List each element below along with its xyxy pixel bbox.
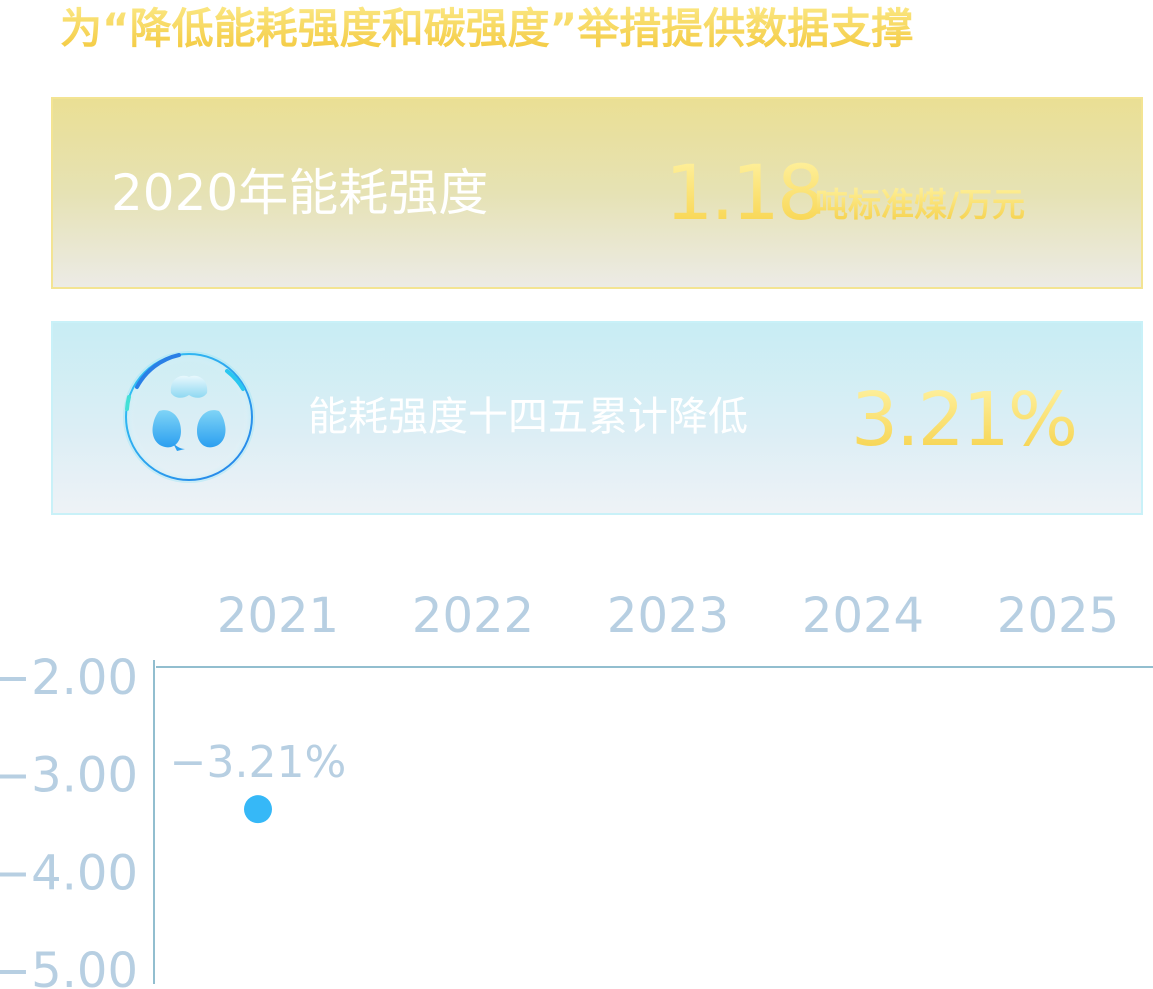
panel-headline: 为“降低能耗强度和碳强度”举措提供数据支撑 — [60, 2, 1140, 56]
x-tick-label: 2024 — [802, 588, 924, 644]
y-tick-label: −5.00 — [0, 943, 138, 989]
x-tick-label: 2025 — [997, 588, 1119, 644]
y-tick-label: −4.00 — [0, 845, 138, 901]
reduction-value: 3.21% — [851, 377, 1078, 463]
data-point — [244, 795, 272, 824]
intensity-value: 1.18 — [665, 148, 825, 237]
data-point-label: −3.21% — [170, 737, 347, 788]
x-tick-label: 2021 — [217, 588, 339, 644]
y-tick-label: −2.00 — [0, 650, 138, 706]
reduction-card: 能耗强度十四五累计降低 3.21% — [51, 321, 1143, 515]
x-tick-label: 2022 — [412, 588, 534, 644]
intensity-label: 2020年能耗强度 — [111, 164, 489, 222]
y-tick-label: −3.00 — [0, 748, 138, 804]
intensity-unit: 吨标准煤/万元 — [815, 183, 1025, 227]
reduction-label: 能耗强度十四五累计降低 — [308, 394, 748, 440]
x-tick-label: 2023 — [607, 588, 729, 644]
leaf-cluster-icon — [123, 351, 255, 483]
intensity-card: 2020年能耗强度 1.18 吨标准煤/万元 — [51, 97, 1143, 289]
reduction-chart: 2021 2022 2023 2024 2025 −2.00 −3.00 −4.00 −5.0… — [0, 588, 1153, 989]
